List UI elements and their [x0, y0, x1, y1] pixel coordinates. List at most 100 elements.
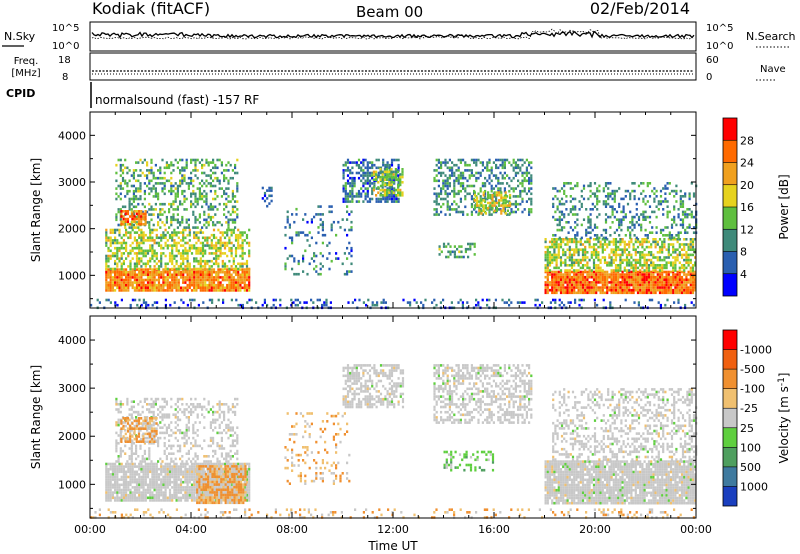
scatter-cell [481, 163, 484, 167]
scatter-cell [368, 161, 372, 164]
scatter-cell [569, 200, 572, 203]
scatter-cell [528, 161, 531, 164]
scatter-cell [654, 283, 657, 287]
scatter-cell [133, 499, 136, 502]
scatter-cell [163, 166, 166, 170]
scatter-cell [138, 249, 141, 253]
scatter-cell [499, 171, 502, 175]
scatter-cell [492, 174, 495, 177]
scatter-cell [204, 259, 207, 263]
scatter-cell [673, 221, 676, 224]
scatter-cell [641, 243, 644, 246]
scatter-cell [119, 184, 122, 188]
scatter-cell [500, 193, 503, 197]
scatter-cell [669, 283, 673, 287]
scatter-cell [674, 273, 677, 276]
scatter-cell [569, 208, 572, 211]
scatter-cell [109, 283, 112, 287]
scatter-cell [656, 283, 659, 287]
scatter-cell [194, 163, 197, 167]
scatter-cell [230, 241, 233, 245]
scatter-cell [688, 213, 691, 216]
scatter-cell [122, 493, 125, 497]
scatter-cell [192, 226, 195, 229]
scatter-cell [631, 215, 634, 219]
scatter-cell [138, 483, 141, 487]
scatter-cell [350, 249, 353, 253]
scatter-cell [658, 278, 662, 282]
scatter-cell [124, 179, 127, 183]
scatter-cell [656, 281, 659, 284]
scatter-cell [644, 215, 647, 219]
scatter-cell [579, 258, 582, 262]
scatter-cell [568, 256, 571, 259]
scatter-cell [643, 283, 646, 287]
scatter-cell [692, 192, 696, 195]
scatter-cell [645, 278, 648, 282]
scatter-cell [109, 276, 112, 279]
scatter-cell [239, 276, 242, 279]
scatter-cell [381, 178, 384, 181]
scatter-cell [182, 231, 185, 234]
scatter-cell [392, 170, 395, 174]
scatter-cell [567, 182, 570, 185]
scatter-cell [166, 276, 169, 279]
scatter-cell [196, 202, 199, 206]
scatter-cell [371, 166, 374, 170]
scatter-cell [579, 281, 582, 284]
scatter-cell [575, 270, 578, 274]
scatter-cell [209, 202, 212, 206]
scatter-cell [546, 283, 549, 287]
scatter-cell [182, 273, 185, 277]
scatter-cell [592, 243, 596, 246]
scatter-cell [629, 221, 632, 224]
scatter-cell [607, 215, 610, 219]
scatter-cell [142, 491, 145, 494]
scatter-cell [570, 288, 574, 292]
scatter-cell [386, 161, 389, 164]
scatter-cell [639, 264, 642, 267]
scatter-cell [153, 286, 156, 290]
scatter-cell [217, 281, 220, 284]
scatter-cell [125, 244, 128, 247]
scatter-cell [642, 210, 645, 214]
scatter-cell [172, 208, 175, 211]
scatter-cell [613, 192, 616, 195]
scatter-cell [125, 488, 128, 492]
cpid-label: CPID [6, 87, 35, 100]
scatter-cell [570, 264, 574, 267]
scatter-cell [159, 202, 162, 206]
scatter-cell [142, 252, 145, 255]
scatter-cell [114, 270, 117, 274]
scatter-cell [614, 278, 618, 282]
scatter-cell [384, 174, 387, 177]
scatter-cell [122, 217, 125, 221]
scatter-cell [456, 247, 459, 251]
scatter-cell [459, 200, 462, 203]
scatter-cell [672, 275, 675, 279]
scatter-cell [508, 176, 511, 180]
scatter-cell [553, 281, 556, 284]
scatter-cell [175, 254, 178, 258]
scatter-cell [129, 493, 132, 497]
scatter-cell [596, 226, 599, 229]
cpid-text: normalsound (fast) -157 RF [95, 93, 259, 107]
scatter-cell [557, 278, 560, 282]
scatter-cell [490, 171, 493, 175]
scatter-cell [473, 245, 476, 248]
scatter-cell [388, 166, 391, 170]
scatter-cell [153, 239, 156, 242]
scatter-cell [580, 223, 583, 227]
scatter-cell [476, 199, 479, 202]
scatter-cell [397, 176, 400, 180]
scatter-cell [284, 262, 287, 266]
scatter-cell [656, 258, 659, 262]
scatter-cell [114, 483, 117, 487]
scatter-cell [149, 493, 152, 497]
scatter-cell [211, 301, 214, 304]
scatter-cell [512, 176, 515, 180]
scatter-cell [608, 288, 611, 292]
scatter-cell [390, 183, 393, 187]
scatter-cell [204, 236, 207, 240]
scatter-cell [122, 262, 125, 266]
